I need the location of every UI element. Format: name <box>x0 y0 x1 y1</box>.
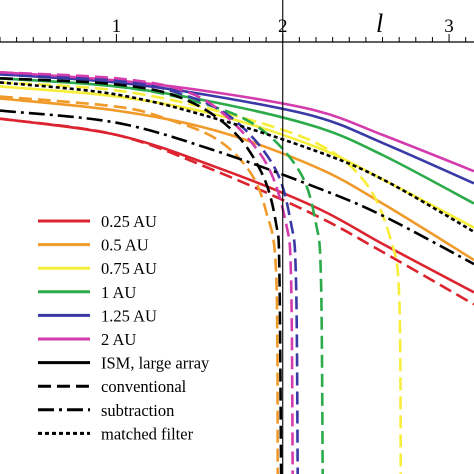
series-line-9 <box>0 81 403 474</box>
legend-label-1: 0.25 AU <box>101 212 157 231</box>
series-line-1 <box>0 117 474 294</box>
series-line-2 <box>0 97 474 262</box>
series-line-8 <box>0 95 279 474</box>
legend-label-4: 1 AU <box>101 283 136 302</box>
series-line-10 <box>0 77 324 474</box>
legend-label-3: 0.75 AU <box>101 259 157 278</box>
legend-label-9: subtraction <box>101 401 174 420</box>
series-line-15 <box>0 81 474 233</box>
legend-label-5: 1.25 AU <box>101 306 157 325</box>
series-line-4 <box>0 77 474 205</box>
series-line-11 <box>0 73 299 474</box>
legend-label-2: 0.5 AU <box>101 236 149 255</box>
legend-label-10: matched filter <box>101 424 194 443</box>
series-line-13 <box>0 77 283 474</box>
x-axis-label: l <box>376 9 383 38</box>
series-line-5 <box>0 73 474 185</box>
legend-label-7: ISM, large array <box>101 354 210 373</box>
x-tick-label-1: 1 <box>112 16 122 37</box>
series-line-12 <box>0 71 294 474</box>
x-tick-label-3: 3 <box>444 16 454 37</box>
series-line-7 <box>0 117 474 306</box>
legend-label-6: 2 AU <box>101 330 136 349</box>
series-line-3 <box>0 85 474 229</box>
series-line-14 <box>0 109 474 266</box>
legend: 0.25 AU 0.5 AU 0.75 AU 1 AU 1.25 AU 2 AU ISM, … <box>38 212 210 443</box>
legend-label-8: conventional <box>101 377 187 396</box>
x-tick-label-2: 2 <box>278 16 288 37</box>
curve-layer <box>0 71 474 474</box>
